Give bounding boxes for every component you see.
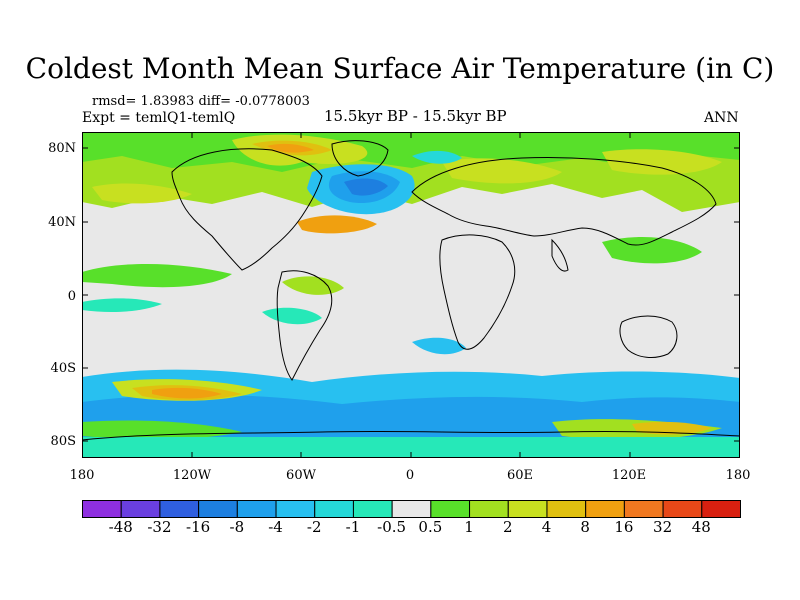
colorbar-cell <box>701 500 741 518</box>
colorbar-cell <box>120 500 161 518</box>
colorbar-cell <box>430 500 471 518</box>
season-label: ANN <box>704 110 739 126</box>
colorbar-cell <box>391 500 432 518</box>
colorbar-label: -2 <box>306 518 322 536</box>
coastlines <box>82 140 740 441</box>
lat-label-40s: 40S <box>50 361 76 376</box>
lon-label-60e: 60E <box>506 468 534 483</box>
northern-fields <box>82 132 740 212</box>
lon-label-0: 0 <box>405 468 415 483</box>
colorbar-cell <box>82 500 122 518</box>
lat-label-0: 0 <box>67 289 76 304</box>
colorbar <box>82 500 741 518</box>
colorbar-cell <box>469 500 509 518</box>
lat-label-80s: 80S <box>50 434 76 449</box>
colorbar-label: -1 <box>345 518 361 536</box>
colorbar-label: 48 <box>691 518 711 536</box>
stats-label: rmsd= 1.83983 diff= -0.0778003 <box>92 94 310 109</box>
colorbar-cell <box>585 500 625 518</box>
colorbar-cell <box>314 500 354 518</box>
africa-outline <box>439 234 516 350</box>
australia-outline <box>619 315 678 358</box>
india-outline <box>551 238 569 272</box>
colorbar-label: -0.5 <box>377 518 407 536</box>
colorbar-label: 1 <box>464 518 474 536</box>
southern-fields <box>82 369 740 458</box>
lon-label-60w: 60W <box>286 468 316 483</box>
colorbar-cell <box>352 500 393 518</box>
colorbar-label: 16 <box>614 518 634 536</box>
colorbar-cell <box>662 500 703 518</box>
colorbar-label: -48 <box>108 518 133 536</box>
colorbar-cell <box>507 500 548 518</box>
colorbar-label: 2 <box>502 518 513 536</box>
antarctica-outline <box>82 430 740 441</box>
colorbar-label: 8 <box>580 518 590 536</box>
north-america-outline <box>171 148 323 271</box>
lon-label-120e: 120E <box>611 468 647 483</box>
eurasia-outline <box>411 156 717 246</box>
south-america-outline <box>276 270 333 381</box>
colorbar-cell <box>198 500 238 518</box>
plot-title: Coldest Month Mean Surface Air Temperatu… <box>25 52 775 85</box>
lat-label-40n: 40N <box>48 215 76 230</box>
north-atlantic-anomaly <box>297 150 462 234</box>
colorbar-cell <box>275 500 316 518</box>
lat-label-80n: 80N <box>48 141 76 156</box>
lon-label-180w: 180 <box>69 468 95 483</box>
period-label: 15.5kyr BP - 15.5kyr BP <box>324 107 507 125</box>
colorbar-cell <box>236 500 277 518</box>
greenland-outline <box>331 140 389 177</box>
colorbar-label: -16 <box>186 518 211 536</box>
lon-label-180e: 180 <box>725 468 751 483</box>
temperature-map <box>82 132 740 458</box>
colorbar-cell <box>546 500 587 518</box>
colorbar-label: 0.5 <box>418 518 443 536</box>
colorbar-cell <box>159 500 200 518</box>
colorbar-label: 4 <box>541 518 552 536</box>
colorbar-label: -32 <box>147 518 172 536</box>
map-ticks <box>82 132 740 458</box>
colorbar-label: -8 <box>229 518 245 536</box>
lon-label-120w: 120W <box>172 468 212 483</box>
experiment-label: Expt = temlQ1-temlQ <box>82 110 236 126</box>
colorbar-cell <box>623 500 664 518</box>
colorbar-label: 32 <box>653 518 673 536</box>
colorbar-label: -4 <box>268 518 283 536</box>
tropical-patches <box>82 237 702 355</box>
